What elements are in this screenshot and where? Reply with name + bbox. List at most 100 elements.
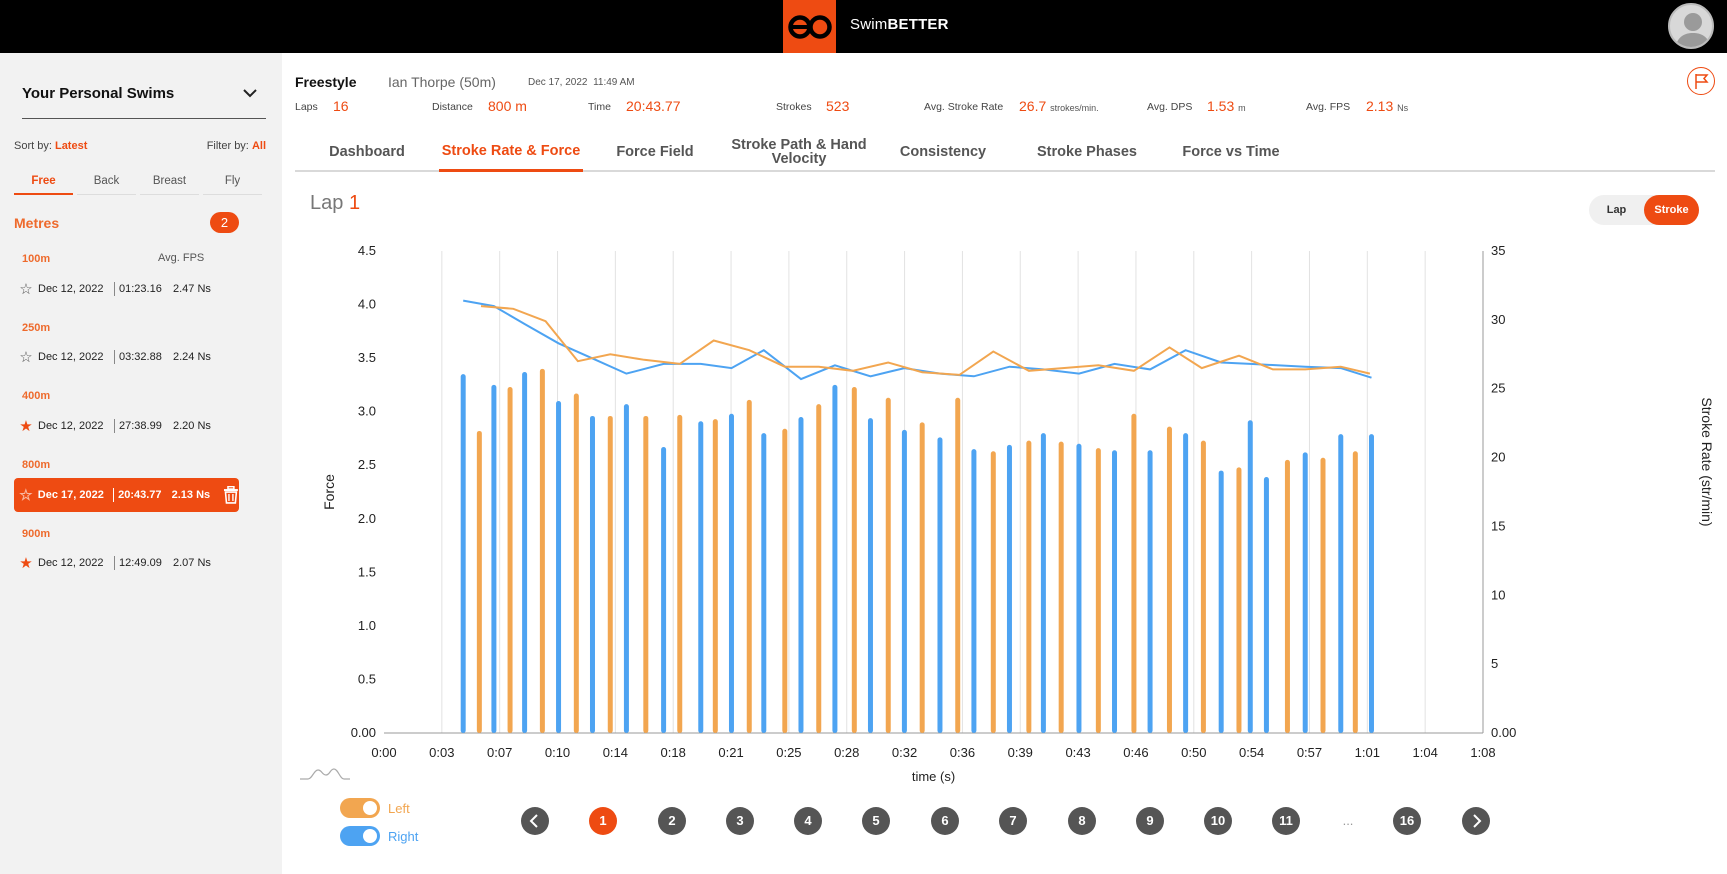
- mini-overview-icon[interactable]: [300, 765, 350, 781]
- dps-label: Avg. DPS: [1147, 101, 1193, 113]
- stroke-tab-free[interactable]: Free: [14, 171, 73, 195]
- right-switch[interactable]: [340, 826, 380, 846]
- filter-value[interactable]: All: [251, 140, 266, 152]
- x-tick-label: 0:00: [371, 745, 396, 760]
- force-bar-right: [1302, 452, 1308, 733]
- page-9[interactable]: 9: [1136, 807, 1164, 835]
- app-logo[interactable]: [783, 0, 836, 53]
- prev-page-button[interactable]: [521, 807, 549, 835]
- swim-date: Dec 12, 2022: [38, 283, 104, 295]
- tab-dashboard[interactable]: Dashboard: [329, 144, 405, 160]
- left-switch[interactable]: [340, 798, 380, 818]
- tab-force-vs-time[interactable]: Force vs Time: [1182, 144, 1280, 160]
- swim-fps: 2.20 Ns: [173, 420, 211, 432]
- force-bar-right: [832, 384, 838, 733]
- group-label-250m: 250m: [22, 322, 51, 334]
- lap-stroke-toggle: Lap Stroke: [1589, 195, 1699, 225]
- trash-icon[interactable]: [223, 486, 239, 504]
- sort-value[interactable]: Latest: [54, 140, 88, 152]
- divider: [113, 488, 115, 502]
- stroke-tab-fly[interactable]: Fly: [203, 171, 262, 195]
- swim-fps: 2.47 Ns: [173, 283, 211, 295]
- swim-duration: 03:32.88: [119, 351, 162, 363]
- swim-date: Dec 12, 2022: [38, 420, 104, 432]
- session-stroke: Freestyle: [295, 74, 357, 90]
- star-filled-icon[interactable]: ★: [19, 555, 33, 572]
- force-bar-left: [919, 422, 925, 733]
- force-bar-left: [885, 397, 891, 733]
- stroke-tabs: Free Back Breast Fly: [14, 171, 266, 195]
- personal-swims-dropdown[interactable]: Your Personal Swims: [22, 79, 266, 119]
- page-6[interactable]: 6: [931, 807, 959, 835]
- page-16[interactable]: 16: [1393, 807, 1421, 835]
- brand-suffix: BETTER: [887, 16, 949, 33]
- force-bar-right: [1040, 433, 1046, 733]
- force-bar-right: [1112, 450, 1118, 733]
- session-date: Dec 17, 2022: [528, 77, 588, 88]
- swim-row[interactable]: ★ Dec 12, 2022 27:38.99 2.20 Ns: [14, 409, 239, 443]
- stroke-rate-unit: strokes/min.: [1050, 103, 1099, 113]
- tab-force-field[interactable]: Force Field: [616, 144, 694, 160]
- force-bar-right: [1218, 470, 1224, 733]
- group-label-900m: 900m: [22, 528, 51, 540]
- page-4[interactable]: 4: [794, 807, 822, 835]
- swim-row[interactable]: ☆ Dec 12, 2022 01:23.16 2.47 Ns: [14, 272, 239, 306]
- force-bar-left: [507, 387, 513, 733]
- dps-unit: m: [1238, 103, 1246, 113]
- tab-consistency[interactable]: Consistency: [899, 144, 987, 160]
- metres-section: Metres 2: [14, 212, 239, 233]
- fps-unit: Ns: [1397, 103, 1409, 113]
- flag-button[interactable]: [1687, 67, 1715, 95]
- y-tick-label: 2.0: [358, 511, 376, 526]
- force-bar-right: [589, 415, 595, 733]
- force-bar-right: [798, 417, 804, 733]
- page-5[interactable]: 5: [862, 807, 890, 835]
- divider: [114, 419, 115, 433]
- force-bar-left: [1166, 426, 1172, 733]
- star-outline-icon[interactable]: ☆: [19, 281, 33, 298]
- page-10[interactable]: 10: [1204, 807, 1232, 835]
- right-toggle[interactable]: Right: [340, 826, 450, 846]
- toggle-lap[interactable]: Lap: [1606, 204, 1627, 216]
- divider: [114, 556, 115, 570]
- analysis-tabs: Dashboard Stroke Rate & Force Force Fiel…: [295, 132, 1715, 172]
- page-7[interactable]: 7: [999, 807, 1027, 835]
- distance-label: Distance: [432, 101, 473, 113]
- force-bar-left: [1352, 451, 1358, 733]
- next-page-button[interactable]: [1462, 807, 1490, 835]
- swim-row[interactable]: ☆ Dec 12, 2022 03:32.88 2.24 Ns: [14, 340, 239, 374]
- force-bar-right: [556, 400, 562, 733]
- x-tick-label: 0:18: [661, 745, 686, 760]
- stroke-rate-force-chart: 0:00 0:03 0:07 0:10 0:14 0:18 0:21 0:25 0:28 0:32…: [300, 240, 1720, 800]
- left-toggle[interactable]: Left: [340, 798, 450, 818]
- x-tick-label: 0:07: [487, 745, 512, 760]
- time-label: Time: [588, 101, 611, 113]
- toggle-stroke[interactable]: Stroke: [1644, 195, 1699, 225]
- star-filled-icon[interactable]: ★: [19, 418, 33, 435]
- y-tick-label: 0.00: [351, 725, 376, 740]
- page-2[interactable]: 2: [658, 807, 686, 835]
- tab-stroke-path[interactable]: Stroke Path & Hand Velocity: [731, 137, 867, 167]
- star-outline-icon[interactable]: ☆: [19, 349, 33, 366]
- tab-stroke-phases[interactable]: Stroke Phases: [1037, 144, 1137, 160]
- tab-stroke-rate-force[interactable]: Stroke Rate & Force: [439, 132, 583, 172]
- swim-fps: 2.07 Ns: [173, 557, 211, 569]
- stroke-rate-label: Avg. Stroke Rate: [924, 101, 1004, 113]
- stroke-tab-breast[interactable]: Breast: [140, 171, 199, 195]
- stroke-rate-line-left: [480, 305, 1371, 376]
- star-outline-icon[interactable]: ☆: [19, 487, 33, 504]
- page-8[interactable]: 8: [1068, 807, 1096, 835]
- swim-row[interactable]: ★ Dec 12, 2022 12:49.09 2.07 Ns: [14, 546, 239, 580]
- swim-row-selected[interactable]: ☆ Dec 17, 2022 20:43.77 2.13 Ns: [14, 478, 239, 512]
- force-bar-left: [1200, 440, 1206, 733]
- stroke-tab-back[interactable]: Back: [77, 171, 136, 195]
- session-datetime: Dec 17, 2022 11:49 AM: [528, 77, 635, 88]
- divider: [114, 350, 115, 364]
- page-1[interactable]: 1: [589, 807, 617, 835]
- swim-date: Dec 12, 2022: [38, 351, 104, 363]
- user-avatar[interactable]: [1668, 3, 1714, 49]
- page-11[interactable]: 11: [1272, 807, 1300, 835]
- user-icon: [1675, 13, 1711, 47]
- force-bar-left: [1058, 441, 1064, 733]
- page-3[interactable]: 3: [726, 807, 754, 835]
